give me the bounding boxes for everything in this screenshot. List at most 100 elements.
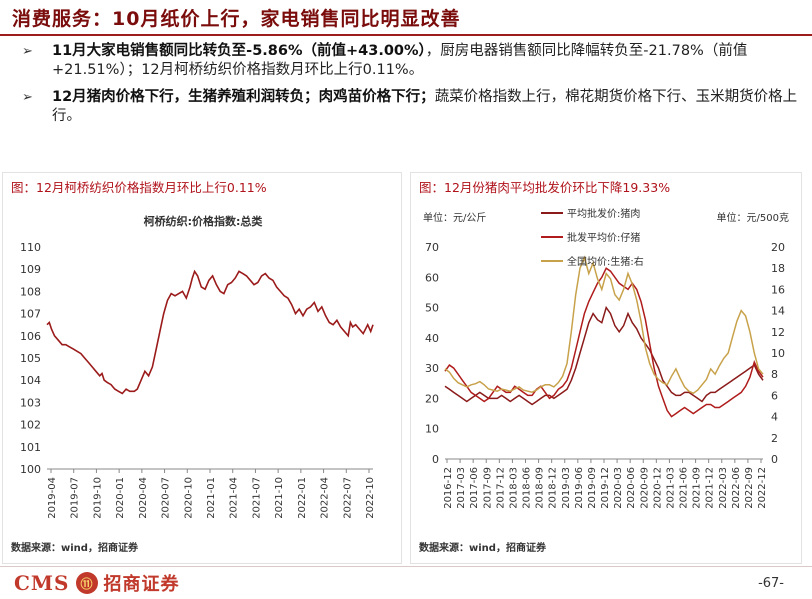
x-tick-label: 2022-01: [297, 477, 308, 519]
y-tick-label: 103: [20, 396, 41, 409]
x-tick-label: 2021-12: [705, 467, 716, 509]
chart-panel-pork: 图：12月份猪肉平均批发价环比下降19.33% 单位：元/公斤 单位：元/500…: [410, 172, 802, 564]
left-y-tick-label: 30: [425, 362, 439, 375]
x-tick-label: 2019-06: [574, 467, 585, 509]
series-line-hog-national: [444, 255, 764, 395]
left-y-tick-label: 50: [425, 302, 439, 315]
pork-price-chart: 单位：元/公斤 单位：元/500克 0 10 20 30 40 50 60 70 0 2 4 6 8 10…: [423, 207, 789, 509]
y-tick-label: 110: [20, 241, 41, 254]
x-tick-label: 2022-12: [757, 467, 768, 509]
x-tick-label: 2021-10: [274, 477, 285, 519]
series-line-piglet-wholesale: [444, 267, 764, 418]
right-y-tick-label: 12: [771, 326, 785, 339]
right-y-tick-label: 4: [771, 411, 778, 424]
bullet-item-2: ➢ 12月猪肉价格下行，生猪养殖利润转负；肉鸡苗价格下行；蔬菜价格指数上行，棉花…: [22, 88, 802, 126]
footer-divider: [0, 566, 812, 567]
x-tick-label: 2019-10: [92, 477, 103, 519]
left-y-tick-label: 40: [425, 332, 439, 345]
left-axis-unit: 单位：元/公斤: [423, 211, 486, 224]
x-tick-label: 2019-03: [561, 467, 572, 509]
x-tick-label: 2021-06: [679, 467, 690, 509]
legend-label: 全国均价:生猪:右: [567, 255, 644, 268]
x-tick-label: 2017-12: [495, 467, 506, 509]
right-y-tick-label: 2: [771, 432, 778, 445]
chart-caption: 图：12月份猪肉平均批发价环比下降19.33%: [419, 180, 671, 195]
x-tick-label: 2020-03: [613, 467, 624, 509]
logo-chinese: 招商证券: [103, 574, 180, 595]
chart-caption: 图：12月柯桥纺织价格指数月环比上行0.11%: [11, 180, 267, 195]
legend-label: 平均批发价:猪肉: [567, 207, 640, 220]
left-y-tick-label: 70: [425, 241, 439, 254]
y-tick-label: 102: [20, 419, 41, 432]
series-line-textile-index: [46, 269, 374, 395]
right-y-tick-label: 8: [771, 368, 778, 381]
x-tick-label: 2017-09: [482, 467, 493, 509]
x-tick-label: 2018-03: [508, 467, 519, 509]
x-tick-label: 2021-09: [692, 467, 703, 509]
x-tick-label: 2021-01: [206, 477, 217, 519]
right-y-tick-label: 20: [771, 241, 785, 254]
title-divider: [0, 34, 812, 36]
bullet-1-bold: 11月大家电销售额同比转负至-5.86%（前值+43.00%）: [52, 43, 426, 59]
x-tick-label: 2020-12: [652, 467, 663, 509]
x-tick-label: 2021-03: [665, 467, 676, 509]
x-tick-label: 2022-03: [718, 467, 729, 509]
chart-panel-textile: 图：12月柯桥纺织价格指数月环比上行0.11% 柯桥纺织:价格指数:总类 100…: [2, 172, 402, 564]
chart-title: 柯桥纺织:价格指数:总类: [144, 214, 264, 228]
y-tick-label: 105: [20, 352, 41, 365]
series-line-pork-wholesale: [444, 305, 764, 406]
x-tick-label: 2020-10: [183, 477, 194, 519]
y-tick-label: 101: [20, 441, 41, 454]
y-tick-label: 106: [20, 330, 41, 343]
x-tick-label: 2022-10: [365, 477, 376, 519]
x-tick-label: 2020-09: [639, 467, 650, 509]
left-y-tick-label: 10: [425, 423, 439, 436]
x-tick-label: 2019-12: [600, 467, 611, 509]
x-tick-label: 2016-12: [443, 467, 454, 509]
x-tick-label: 2022-07: [342, 477, 353, 519]
right-y-tick-label: 10: [771, 347, 785, 360]
right-y-tick-label: 6: [771, 389, 778, 402]
company-logo: CMS ⑪ 招商证券: [14, 570, 180, 596]
x-tick-label: 2019-07: [70, 477, 81, 519]
bullet-arrow-icon: ➢: [22, 90, 33, 105]
x-tick-label: 2022-06: [731, 467, 742, 509]
x-tick-label: 2019-04: [47, 477, 58, 519]
right-axis-unit: 单位：元/500克: [717, 211, 789, 224]
y-tick-label: 100: [20, 463, 41, 476]
textile-price-chart: 柯桥纺织:价格指数:总类 100 101 102 103 104 105 106 107 108…: [20, 214, 376, 519]
x-tick-label: 2019-09: [587, 467, 598, 509]
y-tick-label: 109: [20, 263, 41, 276]
x-tick-label: 2020-06: [626, 467, 637, 509]
legend-label: 批发平均价:仔猪: [567, 231, 640, 244]
bullet-1-text: ，厨房电器销售额同比降幅转负至-21.78%（前值+21.51%）；12月柯桥纺…: [52, 43, 748, 78]
bullet-list: ➢ 11月大家电销售额同比转负至-5.86%（前值+43.00%），厨房电器销售…: [22, 42, 802, 134]
y-tick-label: 104: [20, 374, 41, 387]
bullet-item-1: ➢ 11月大家电销售额同比转负至-5.86%（前值+43.00%），厨房电器销售…: [22, 42, 802, 80]
y-tick-label: 107: [20, 308, 41, 321]
x-tick-label: 2020-01: [115, 477, 126, 519]
logo-badge-icon: ⑪: [75, 572, 98, 594]
x-tick-label: 2022-09: [744, 467, 755, 509]
bullet-2-text: 蔬菜价格指数上行，棉花期货价格下行、玉米期货价格上行。: [52, 89, 798, 124]
x-tick-label: 2020-07: [161, 477, 172, 519]
page-title: 消费服务：10月纸价上行，家电销售同比明显改善: [12, 8, 461, 30]
page-number: -67-: [758, 576, 784, 591]
logo-latin: CMS: [14, 571, 70, 595]
bullet-arrow-icon: ➢: [22, 44, 33, 59]
right-y-tick-label: 14: [771, 305, 785, 318]
x-tick-label: 2017-03: [456, 467, 467, 509]
x-tick-label: 2021-04: [229, 477, 240, 519]
bullet-2-bold: 12月猪肉价格下行，生猪养殖利润转负；肉鸡苗价格下行；: [52, 89, 435, 105]
x-tick-label: 2017-06: [469, 467, 480, 509]
right-y-tick-label: 0: [771, 453, 778, 466]
chart-source: 数据来源：wind，招商证券: [11, 543, 138, 554]
right-y-tick-label: 16: [771, 283, 785, 296]
chart-source: 数据来源：wind，招商证券: [419, 543, 546, 554]
x-tick-label: 2018-12: [548, 467, 559, 509]
left-y-tick-label: 20: [425, 392, 439, 405]
y-tick-label: 108: [20, 285, 41, 298]
x-tick-label: 2022-04: [320, 477, 331, 519]
x-tick-label: 2018-09: [535, 467, 546, 509]
x-tick-label: 2020-04: [138, 477, 149, 519]
